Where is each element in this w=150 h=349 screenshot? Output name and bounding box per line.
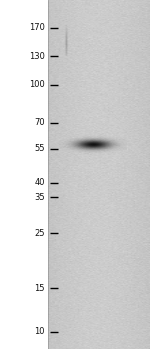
Text: 15: 15 xyxy=(34,284,45,292)
Text: 170: 170 xyxy=(29,23,45,32)
Text: 130: 130 xyxy=(29,52,45,61)
Text: 70: 70 xyxy=(34,118,45,127)
Text: 100: 100 xyxy=(29,80,45,89)
Text: 55: 55 xyxy=(34,144,45,153)
Text: 40: 40 xyxy=(34,178,45,187)
Text: 35: 35 xyxy=(34,193,45,202)
Text: 25: 25 xyxy=(34,229,45,238)
Text: 10: 10 xyxy=(34,327,45,336)
